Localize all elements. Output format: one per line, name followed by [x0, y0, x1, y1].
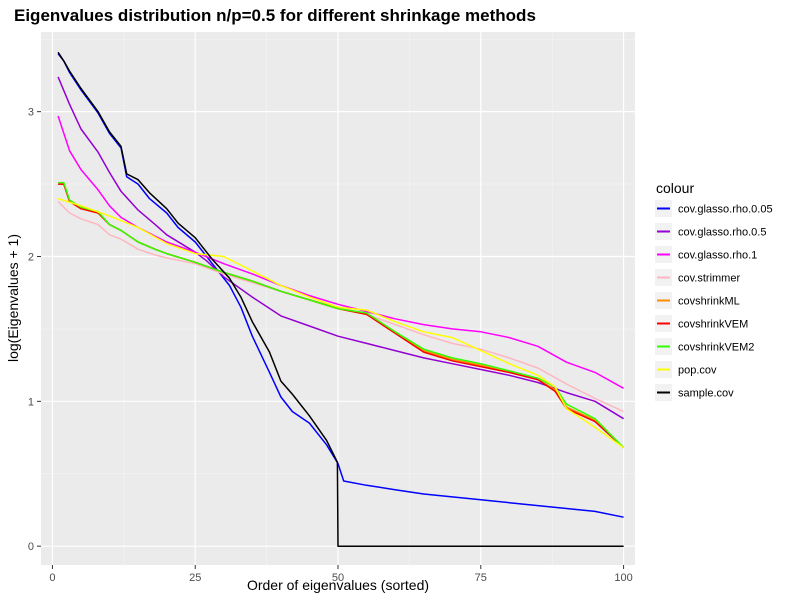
y-tick-label: 1: [28, 396, 34, 408]
legend-label: pop.cov: [678, 365, 717, 377]
legend-label: cov.glasso.rho.1: [678, 250, 757, 262]
series-lines: [57, 51, 625, 547]
series-line-cov-glasso-rho-0-5: [57, 76, 624, 420]
series-line-covshrinkvem2: [58, 181, 625, 449]
legend-label: covshrinkVEM2: [678, 342, 754, 354]
series-line-sample-cov: [57, 51, 624, 547]
legend-label: cov.glasso.rho.0.5: [678, 227, 766, 239]
x-tick-label: 0: [49, 572, 55, 584]
legend-label: cov.strimmer: [678, 273, 740, 285]
x-axis-title: Order of eigenvalues (sorted): [247, 577, 429, 593]
chart-title: Eigenvalues distribution n/p=0.5 for dif…: [14, 6, 536, 25]
y-axis-title: log(Eigenvalues + 1): [5, 234, 21, 362]
legend-label: cov.glasso.rho.0.05: [678, 204, 773, 216]
legend: colour cov.glasso.rho.0.05 cov.glasso.rho…: [655, 180, 773, 401]
series-line-pop-cov: [57, 197, 625, 449]
x-tick-label: 100: [614, 572, 632, 584]
y-tick-label: 0: [28, 541, 34, 553]
y-tick-label: 3: [28, 107, 34, 119]
x-tick-label: 50: [332, 572, 344, 584]
legend-label: sample.cov: [678, 388, 734, 400]
legend-title: colour: [656, 180, 694, 196]
axis-ticks: 0 25 50 75 100 0 1 2 3: [28, 107, 633, 584]
x-tick-label: 75: [475, 572, 487, 584]
x-tick-label: 25: [189, 572, 201, 584]
series-line-cov-glasso-rho-0-05: [57, 53, 624, 518]
y-tick-label: 2: [28, 251, 34, 263]
legend-label: covshrinkVEM: [678, 319, 748, 331]
legend-label: covshrinkML: [678, 296, 740, 308]
